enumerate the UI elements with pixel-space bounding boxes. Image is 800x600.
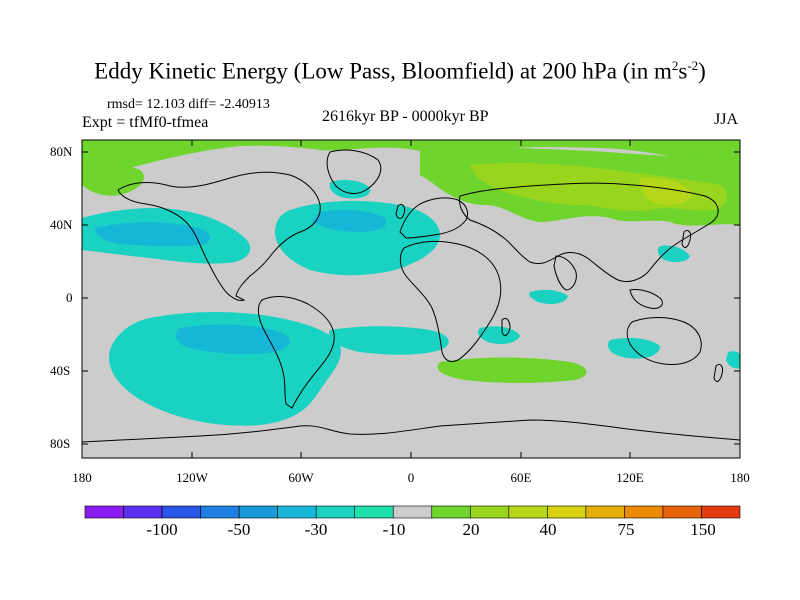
x-ticks	[81, 140, 741, 458]
coast-japan	[681, 229, 691, 248]
coast-north-america	[117, 171, 321, 301]
colorbar-segment	[469, 505, 510, 519]
y-ticks	[82, 151, 740, 445]
chart-title: Eddy Kinetic Energy (Low Pass, Bloomfiel…	[0, 58, 800, 85]
coast-asia	[459, 182, 719, 283]
field-southern-positive	[437, 357, 587, 383]
colorbar-segment	[238, 505, 278, 519]
coast-australia	[626, 317, 702, 365]
lon-label-60e: 60E	[510, 470, 532, 485]
coast-se-asia	[629, 289, 663, 309]
coast-south-america	[257, 296, 335, 409]
field-siberia-yellow	[640, 177, 692, 205]
colorbar-segment	[547, 505, 587, 519]
experiment-label: Expt = tfMf0-tfmea	[82, 114, 209, 131]
colorbar-segment	[315, 505, 356, 519]
field-seast-negative	[726, 351, 740, 369]
coast-madagascar	[501, 317, 511, 336]
field-natlantic-core	[312, 210, 387, 232]
lat-label-80s: 80S	[50, 436, 71, 451]
colorbar-segment	[354, 505, 394, 519]
coast-europe	[399, 197, 469, 239]
field-australia-negative	[608, 338, 660, 359]
title-mid: s	[678, 58, 688, 84]
colorbar-label-5: 20	[462, 520, 480, 539]
colorbar-segment	[277, 505, 317, 519]
colorbar-label-8: 150	[690, 520, 716, 539]
colorbar	[84, 505, 741, 519]
colorbar-segment	[585, 505, 625, 519]
colorbar-segment	[508, 505, 548, 519]
coast-new-zealand	[713, 363, 723, 382]
field-arctic-positive	[82, 140, 740, 179]
coastlines	[82, 149, 740, 443]
colorbar-label-1: -100	[146, 520, 178, 539]
colorbar-segment	[662, 505, 702, 519]
colorbar-segment	[701, 505, 741, 519]
title-main: Eddy Kinetic Energy (Low Pass, Bloomfiel…	[94, 58, 672, 84]
colorbar-label-7: 75	[617, 520, 635, 539]
coast-africa	[399, 240, 502, 363]
period-label: 2616kyr BP - 0000kyr BP	[322, 108, 489, 125]
lat-label-0: 0	[66, 290, 73, 305]
colorbar-label-4: -10	[382, 520, 406, 539]
field-easia-negative	[657, 245, 690, 263]
colorbar-segment	[392, 505, 433, 519]
title-sup1: 2	[671, 58, 679, 73]
lon-label-180e: 180	[730, 470, 750, 485]
field-alaska-positive	[82, 162, 144, 196]
colorbar-segment	[123, 505, 163, 519]
colorbar-segment	[624, 505, 664, 519]
colorbar-segment	[84, 505, 124, 519]
colorbar-segment	[161, 505, 201, 519]
lon-label-180w: 180	[72, 470, 92, 485]
field-namerica-negative	[329, 180, 371, 199]
colorbar-label-2: -50	[227, 520, 251, 539]
lat-label-40s: 40S	[50, 363, 71, 378]
field-satlantic-negative	[329, 326, 449, 355]
lat-label-40n: 40N	[50, 217, 73, 232]
field-eqatlantic-negative	[529, 289, 568, 304]
lon-label-120w: 120W	[176, 470, 208, 485]
lat-label-80n: 80N	[50, 144, 73, 159]
colorbar-label-6: 40	[539, 520, 557, 539]
season-label: JJA	[714, 111, 739, 128]
title-end: )	[698, 58, 706, 84]
colorbar-segment	[200, 505, 240, 519]
title-sup2: -2	[687, 58, 699, 73]
field-npacific-core	[95, 222, 210, 247]
lon-label-60w: 60W	[288, 470, 314, 485]
colorbar-label-3: -30	[304, 520, 328, 539]
coast-antarctica	[82, 419, 740, 443]
lon-label-0: 0	[407, 470, 415, 485]
field-spacific-core	[175, 324, 290, 355]
stats-label: rmsd= 12.103 diff= -2.40913	[107, 97, 270, 112]
coast-greenland	[326, 149, 382, 194]
coast-india	[553, 255, 577, 291]
colorbar-segment	[431, 505, 471, 519]
coast-uk	[395, 203, 405, 219]
lon-label-120e: 120E	[616, 470, 644, 485]
